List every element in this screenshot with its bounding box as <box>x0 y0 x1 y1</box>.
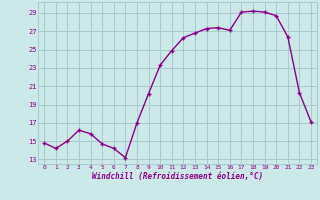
X-axis label: Windchill (Refroidissement éolien,°C): Windchill (Refroidissement éolien,°C) <box>92 172 263 181</box>
